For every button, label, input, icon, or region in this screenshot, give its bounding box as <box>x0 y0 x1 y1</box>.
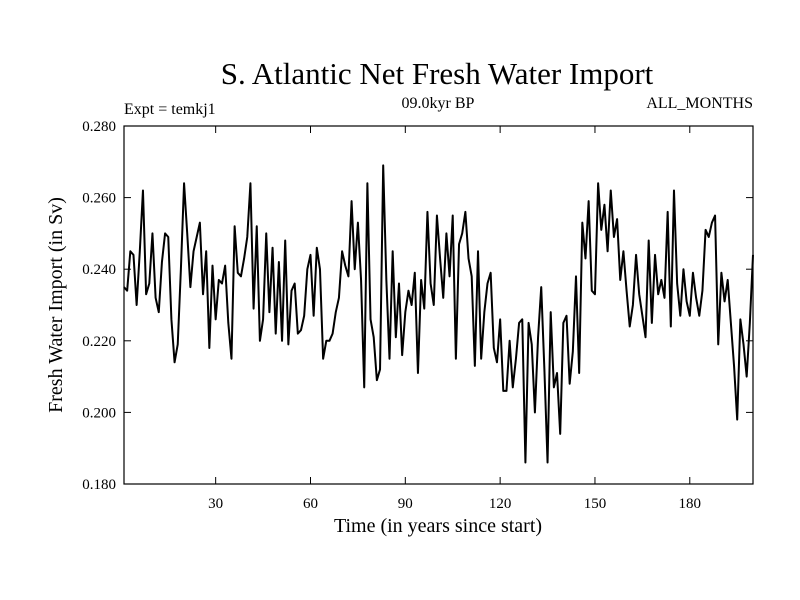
experiment-label: Expt = temkj1 <box>124 101 216 118</box>
y-tick-label: 0.200 <box>82 405 116 421</box>
x-axis-label: Time (in years since start) <box>334 515 542 537</box>
plot-frame <box>123 125 754 485</box>
x-tick-label: 150 <box>584 496 607 512</box>
y-tick-label: 0.260 <box>82 191 116 207</box>
x-axis-ticks: 30 60 90 120 150 180 <box>208 126 701 512</box>
y-tick-label: 0.240 <box>82 262 116 278</box>
series-layer <box>123 164 754 464</box>
x-tick-label: 180 <box>679 496 702 512</box>
x-tick-label: 60 <box>303 496 318 512</box>
series-line <box>123 164 754 464</box>
chart-title: S. Atlantic Net Fresh Water Import <box>221 56 654 91</box>
y-tick-label: 0.280 <box>82 119 116 135</box>
y-tick-label: 0.220 <box>82 334 116 350</box>
y-tick-label: 0.180 <box>82 477 116 493</box>
x-tick-label: 120 <box>489 496 512 512</box>
x-tick-label: 30 <box>208 496 223 512</box>
months-label: ALL_MONTHS <box>646 95 753 112</box>
y-axis-label: Fresh Water Import (in Sv) <box>45 197 67 413</box>
x-tick-label: 90 <box>398 496 413 512</box>
y-axis-ticks: 0.180 0.200 0.220 0.240 0.260 0.280 <box>82 119 753 493</box>
period-label: 09.0kyr BP <box>402 95 475 112</box>
